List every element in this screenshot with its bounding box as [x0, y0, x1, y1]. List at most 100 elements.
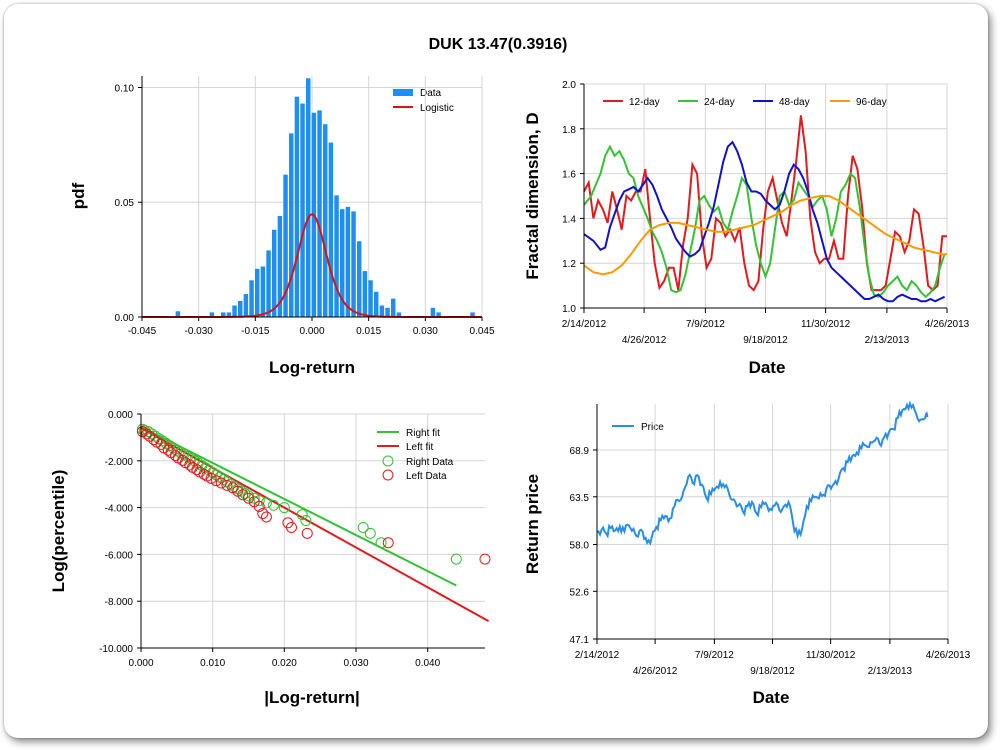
right-data-point	[217, 474, 229, 486]
left-data-point	[162, 444, 174, 456]
right-data-point	[248, 492, 260, 504]
legend-right-data-label: Right Data	[406, 457, 454, 468]
hist-ytick-label: 0.05	[115, 198, 135, 209]
tail-ytick-label: -2.000	[105, 457, 134, 468]
tail-xtick-label: 0.000	[128, 658, 153, 669]
price-ytick-label: 52.6	[570, 587, 590, 598]
price-xlabel: Date	[753, 688, 790, 707]
hist-bar	[356, 241, 362, 317]
left-data-point	[257, 507, 269, 519]
left-data-point	[260, 511, 272, 523]
hist-bar	[300, 103, 305, 318]
right-data-point	[375, 537, 387, 549]
fractal-ytick-label: 1.6	[562, 170, 576, 181]
right-data-point	[357, 521, 369, 533]
legend-data-label: Data	[420, 88, 442, 99]
price-xtick-label: 2/14/2012	[575, 650, 620, 661]
fractal-xlabel: Date	[749, 358, 786, 377]
left-data-point	[253, 500, 265, 512]
figure-frame	[4, 4, 988, 738]
fractal-ytick-label: 1.8	[562, 125, 576, 136]
hist-xtick-label: 0.030	[413, 326, 438, 337]
left-data-point	[286, 521, 297, 533]
price-ylabel: Return price	[523, 474, 542, 574]
hist-bar	[266, 250, 271, 317]
hist-xtick-label: 0.015	[356, 326, 381, 337]
price-ytick-label: 58.0	[570, 540, 590, 551]
legend-logistic-label: Logistic	[420, 103, 454, 114]
hist-bar	[436, 312, 441, 317]
hist-bar	[237, 300, 243, 317]
right-data-point	[253, 495, 265, 507]
left-data-point	[243, 492, 254, 504]
price-ytick-label: 63.5	[570, 493, 590, 504]
tail-ylabel: Log(percentile)	[49, 470, 68, 593]
legend-left-data-label: Left Data	[406, 471, 447, 482]
left-data-point	[210, 475, 222, 487]
fractal-xtick-label: 4/26/2013	[925, 319, 970, 330]
right-fit-line	[140, 425, 457, 587]
hist-bar	[243, 294, 249, 317]
hist-bar	[351, 211, 356, 317]
right-data-point	[300, 514, 312, 526]
hist-bar	[277, 216, 283, 317]
right-data-point	[278, 502, 290, 514]
hist-bar	[294, 96, 300, 318]
fractal-ytick-label: 1.2	[562, 259, 576, 270]
legend-price-label: Price	[641, 422, 664, 433]
price-xtick-label: 11/30/2012	[806, 650, 856, 661]
hist-bar	[379, 305, 385, 317]
right-data-point	[364, 527, 376, 539]
fractal-ytick-label: 1.4	[562, 214, 576, 225]
hist-bar	[396, 312, 402, 317]
hist-bar	[226, 312, 232, 317]
hist-bar	[175, 311, 181, 317]
right-data-point	[450, 553, 462, 565]
fractal-line-24-day	[583, 144, 946, 299]
right-data-point	[268, 499, 280, 511]
legend-12-day-label: 12-day	[629, 97, 660, 108]
hist-bar	[368, 280, 373, 317]
left-data-point	[155, 438, 167, 450]
tail-xtick-label: 0.010	[200, 658, 225, 669]
hist-bar	[328, 142, 334, 317]
fractal-xtick-label: 2/13/2013	[865, 335, 910, 346]
left-data-point	[205, 472, 217, 484]
hist-bar	[283, 174, 288, 317]
price-panel: Date Return price Price 47.1 52.6 58.0 63.5…	[523, 400, 971, 707]
hist-bar	[317, 110, 322, 317]
fractal-ytick-label: 1.0	[562, 304, 576, 315]
fractal-xtick-label: 4/26/2012	[622, 335, 667, 346]
tail-ytick-label: -4.000	[105, 504, 134, 515]
hist-xtick-label: 0.000	[299, 326, 324, 337]
legend-right-fit-label: Right fit	[406, 428, 440, 439]
fractal-line-48-day	[583, 140, 946, 303]
price-xtick-label: 9/18/2012	[750, 666, 795, 677]
hist-bar	[305, 78, 311, 318]
price-line	[596, 400, 929, 546]
tail-xlabel: |Log-return|	[264, 688, 359, 707]
hist-bar	[362, 271, 368, 317]
legend-data-swatch	[393, 89, 413, 96]
legend-right-data-swatch	[382, 455, 394, 467]
hist-xlabel: Log-return	[269, 358, 355, 377]
fractal-dimension-panel: Date Fractal dimension, D 1.0 1.2 1.4 1.6 1.…	[523, 80, 970, 377]
hist-bar	[232, 305, 237, 317]
price-xtick-label: 4/26/2013	[926, 650, 971, 661]
hist-bar	[322, 124, 328, 317]
fractal-line-12-day	[583, 115, 947, 292]
hist-bar	[339, 209, 345, 317]
price-xtick-label: 7/9/2012	[695, 650, 734, 661]
hist-bar	[345, 206, 351, 317]
hist-xtick-label: -0.045	[128, 326, 157, 337]
left-fit-line	[140, 427, 490, 622]
left-data-point	[215, 477, 227, 489]
legend-48-day-label: 48-day	[779, 97, 810, 108]
fractal-ylabel: Fractal dimension, D	[523, 112, 542, 279]
tail-ytick-label: -10.000	[99, 644, 133, 655]
hist-bar	[334, 195, 339, 317]
price-xtick-label: 2/13/2013	[868, 666, 913, 677]
legend-left-fit-label: Left fit	[406, 442, 433, 453]
right-data-point	[296, 509, 308, 521]
